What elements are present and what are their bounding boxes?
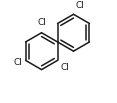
- Text: Cl: Cl: [37, 18, 46, 27]
- Text: Cl: Cl: [13, 58, 22, 67]
- Text: Cl: Cl: [75, 1, 84, 11]
- Text: Cl: Cl: [60, 63, 69, 72]
